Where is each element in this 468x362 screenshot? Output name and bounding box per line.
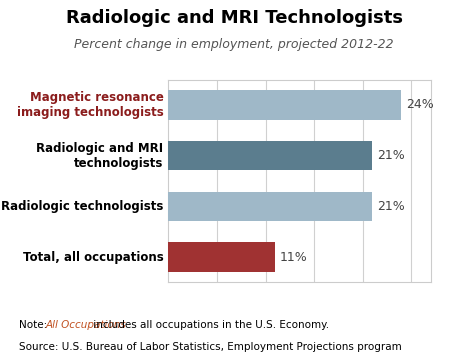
Text: All Occupations: All Occupations — [46, 320, 127, 331]
Bar — [168, 191, 373, 221]
Text: Radiologic and MRI Technologists: Radiologic and MRI Technologists — [66, 9, 402, 27]
Text: 21%: 21% — [377, 149, 405, 162]
Bar — [168, 242, 275, 272]
Text: 11%: 11% — [280, 251, 308, 264]
Bar — [168, 90, 402, 120]
Text: Note:: Note: — [19, 320, 50, 331]
Bar — [168, 141, 373, 171]
Text: includes all occupations in the U.S. Economy.: includes all occupations in the U.S. Eco… — [90, 320, 329, 331]
Text: Percent change in employment, projected 2012-22: Percent change in employment, projected … — [74, 38, 394, 51]
Text: 24%: 24% — [406, 98, 434, 111]
Text: Source: U.S. Bureau of Labor Statistics, Employment Projections program: Source: U.S. Bureau of Labor Statistics,… — [19, 342, 402, 352]
Text: 21%: 21% — [377, 200, 405, 213]
